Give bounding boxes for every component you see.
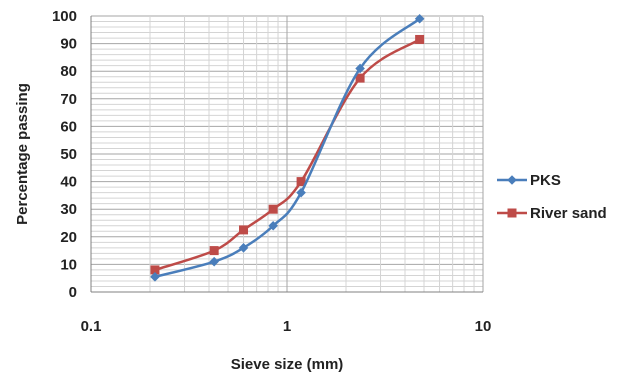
y-tick-label: 60 — [60, 118, 77, 135]
data-point-river-sand — [239, 225, 249, 235]
x-tick-label: 1 — [283, 318, 291, 335]
y-tick-label: 40 — [60, 174, 77, 191]
data-point-pks — [296, 187, 306, 198]
plot-frame — [90, 16, 483, 293]
grid-lines — [90, 15, 484, 293]
y-tick-label: 80 — [60, 63, 77, 80]
legend-label: PKS — [530, 172, 561, 189]
y-tick-label: 10 — [60, 256, 77, 273]
data-point-pks — [268, 220, 278, 231]
legend-item-river-sand: River sand — [497, 205, 607, 222]
series-river-sand — [150, 34, 425, 275]
series-pks — [150, 13, 425, 282]
data-point-pks — [238, 243, 249, 253]
data-point-pks — [150, 272, 160, 282]
legend: PKS River sand — [497, 172, 607, 222]
data-point-river-sand — [296, 177, 306, 187]
legend-item-pks: PKS — [497, 172, 561, 189]
x-tick-label: 0.1 — [81, 318, 102, 335]
series-layer — [150, 13, 425, 282]
data-point-pks — [414, 13, 425, 24]
data-point-river-sand — [415, 34, 425, 44]
y-tick-label: 90 — [60, 36, 77, 53]
x-tick-label: 10 — [475, 318, 492, 335]
y-tick-label: 100 — [52, 8, 77, 25]
y-tick-label: 50 — [60, 146, 77, 163]
data-point-river-sand — [150, 265, 160, 275]
x-axis-title: Sieve size (mm) — [231, 356, 344, 373]
y-tick-label: 70 — [60, 91, 77, 108]
data-point-river-sand — [268, 204, 278, 214]
data-point-river-sand — [355, 73, 365, 83]
legend-label: River sand — [530, 205, 607, 222]
legend-swatch-marker — [507, 208, 517, 218]
y-tick-label: 30 — [60, 201, 77, 218]
legend-swatch-marker — [507, 175, 517, 185]
y-tick-label: 0 — [69, 284, 77, 301]
data-point-river-sand — [209, 246, 219, 256]
data-point-pks — [355, 63, 365, 74]
x-tick-labels: 0.1 1 10 — [81, 318, 492, 335]
y-tick-labels: 0 10 20 30 40 50 60 70 80 90 100 — [52, 8, 77, 301]
data-point-pks — [209, 256, 219, 267]
y-tick-label: 20 — [60, 229, 77, 246]
y-axis-title: Percentage passing — [14, 83, 31, 225]
